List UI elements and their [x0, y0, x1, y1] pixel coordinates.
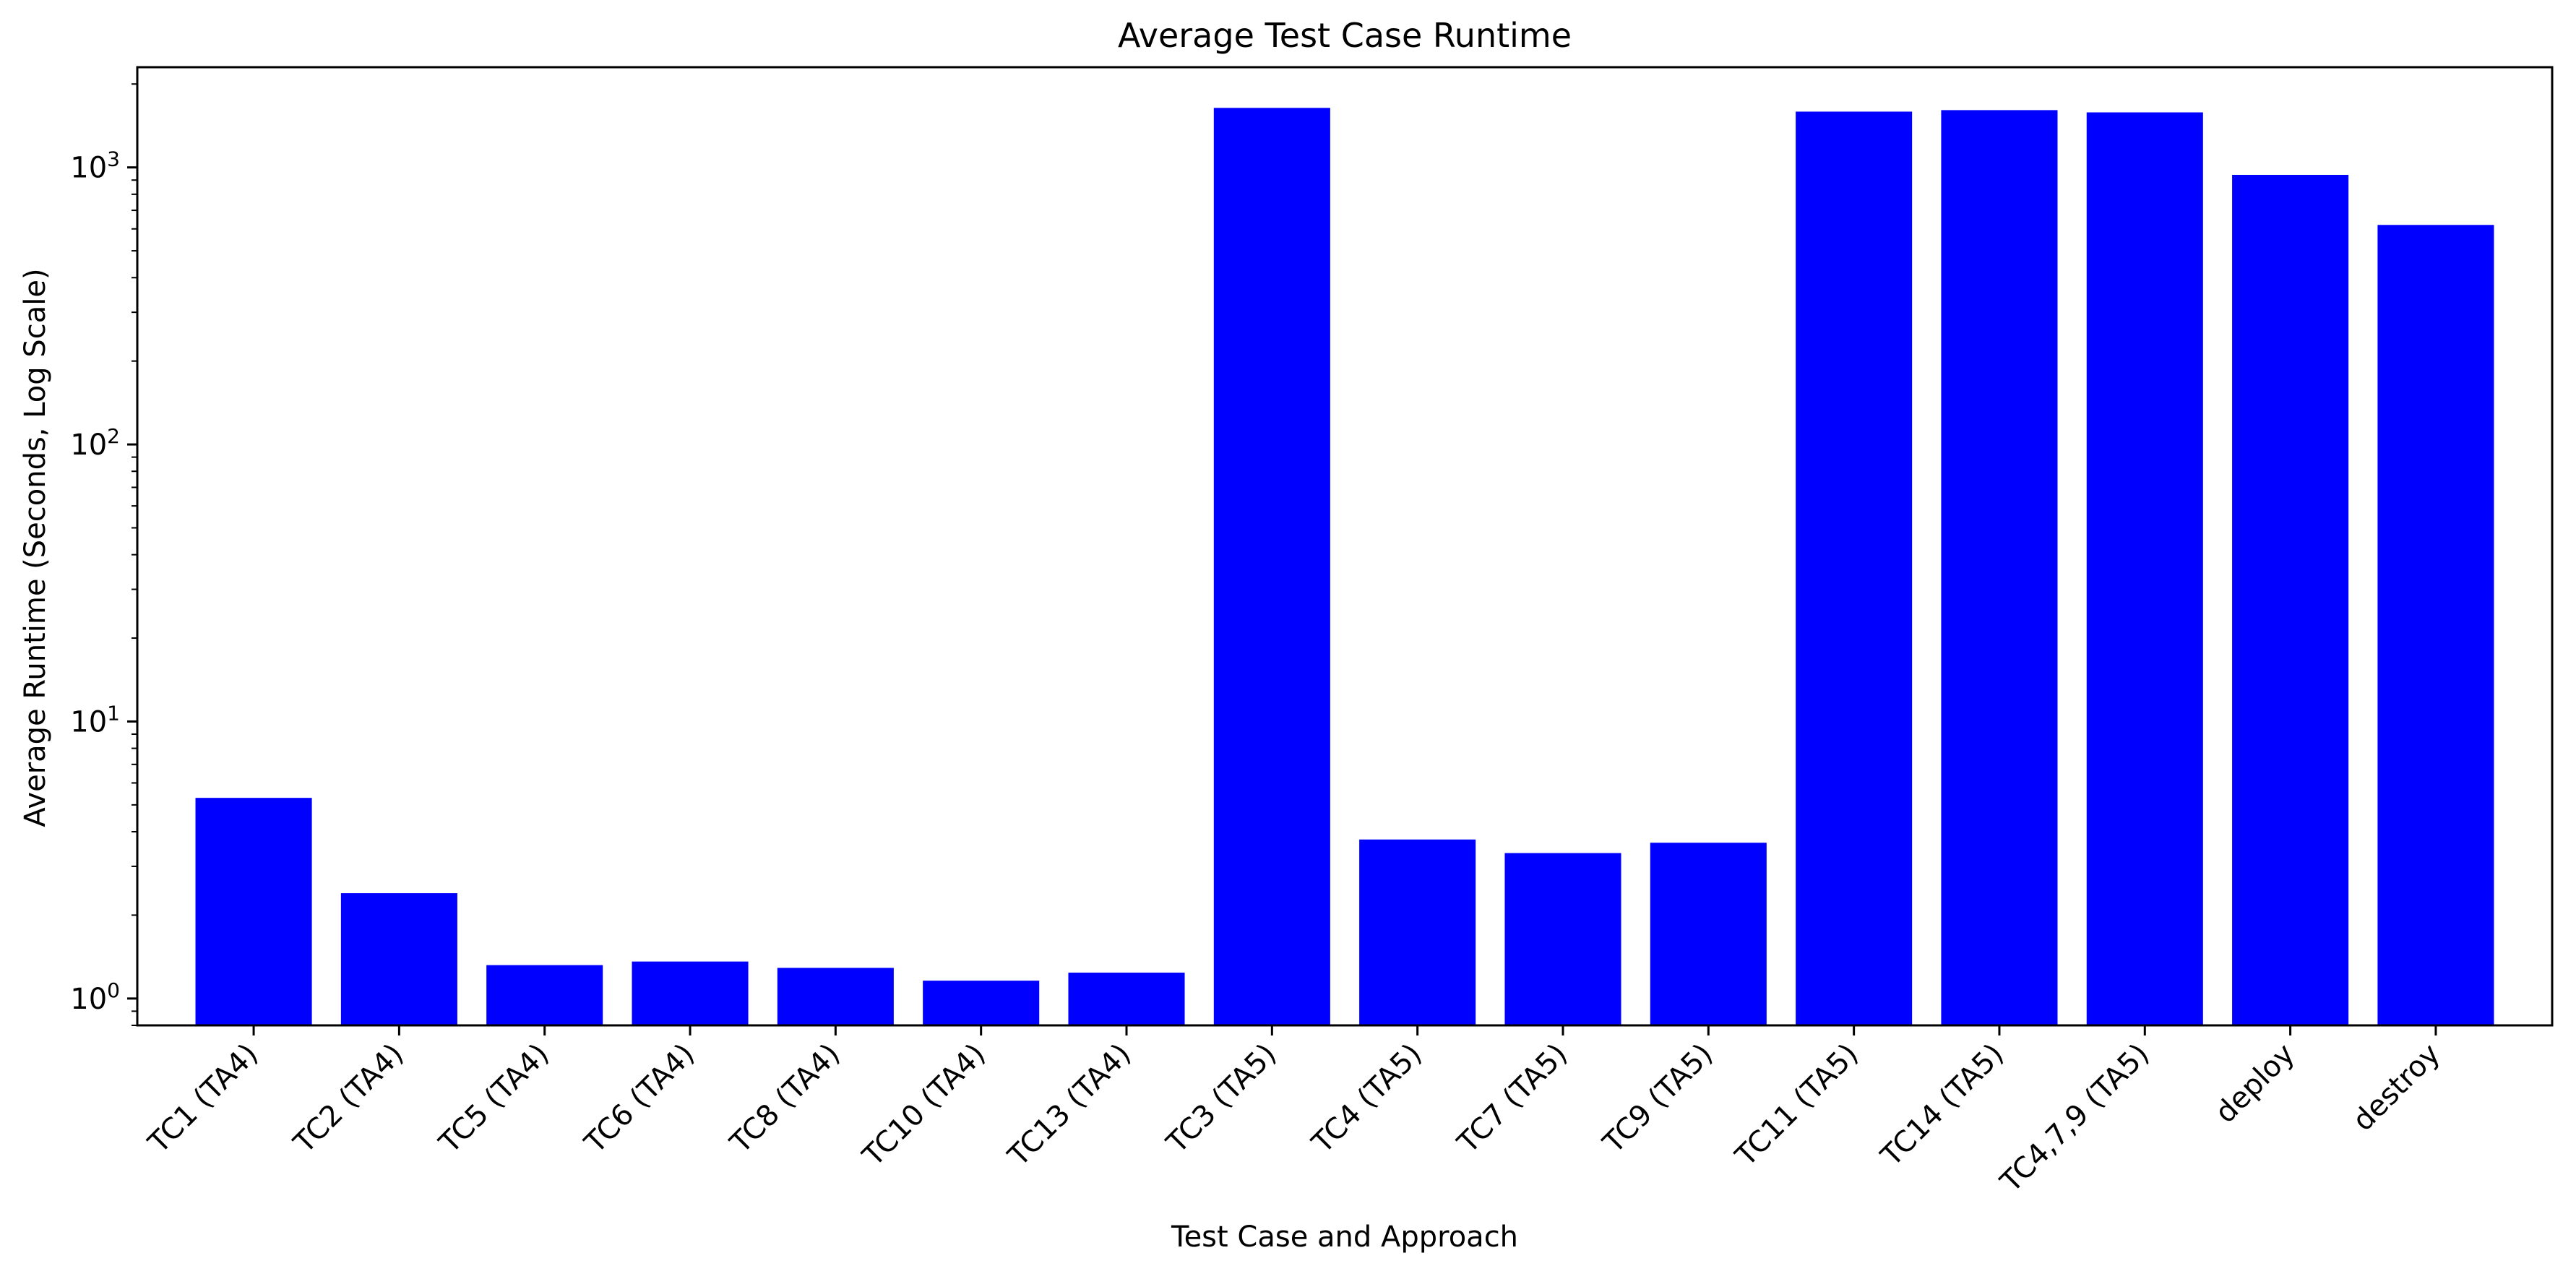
x-tick-label: TC10 (TA4) — [856, 1038, 992, 1174]
bar — [1650, 843, 1767, 1025]
x-tick-label: TC9 (TA5) — [1596, 1038, 1719, 1160]
bars-layer — [195, 108, 2494, 1026]
bar — [1941, 110, 2058, 1025]
bar — [1359, 839, 1476, 1025]
x-tick-label: TC1 (TA4) — [142, 1038, 264, 1160]
y-tick-label: 100 — [70, 978, 120, 1016]
bar — [632, 961, 749, 1025]
x-tick-label: TC13 (TA4) — [1001, 1038, 1137, 1174]
plot-area-frame — [136, 66, 2554, 1027]
x-tick-label: TC6 (TA4) — [578, 1038, 701, 1160]
x-tick-label: TC11 (TA5) — [1729, 1038, 1865, 1174]
bar — [1068, 973, 1185, 1025]
x-tick-label: TC4 (TA5) — [1306, 1038, 1429, 1160]
y-tick-label: 102 — [70, 424, 120, 462]
bar — [923, 981, 1040, 1025]
x-tick-label: TC5 (TA4) — [433, 1038, 556, 1160]
bar — [2377, 225, 2494, 1025]
bar — [1213, 108, 1330, 1025]
bar — [340, 893, 457, 1025]
bar — [1504, 853, 1621, 1025]
x-tick-label: TC3 (TA5) — [1160, 1038, 1283, 1160]
x-tick-label: deploy — [2209, 1038, 2301, 1130]
x-tick-label: TC7 (TA5) — [1451, 1038, 1574, 1160]
bar — [486, 965, 603, 1025]
x-tick-label: destroy — [2346, 1038, 2447, 1138]
y-axis-ticks: 100 101 102 103 — [70, 83, 137, 1026]
x-tick-label: TC14 (TA5) — [1874, 1038, 2010, 1174]
bar — [777, 968, 894, 1025]
x-tick-label: TC8 (TA4) — [723, 1038, 846, 1160]
y-tick-label: 103 — [70, 147, 120, 185]
x-axis-ticks: TC1 (TA4) TC2 (TA4) TC5 (TA4) TC6 (TA4) TC8 … — [142, 1025, 2447, 1200]
y-tick-label: 101 — [70, 701, 120, 738]
bar — [2086, 112, 2203, 1025]
x-tick-label: TC2 (TA4) — [287, 1038, 410, 1160]
x-tick-label: TC4,7,9 (TA5) — [1994, 1038, 2155, 1200]
bar — [2232, 174, 2349, 1026]
x-axis-label: Test Case and Approach — [1171, 1220, 1518, 1254]
bar — [1796, 111, 1913, 1026]
chart-title: Average Test Case Runtime — [1118, 16, 1572, 55]
bar — [195, 798, 312, 1025]
y-axis-label: Average Runtime (Seconds, Log Scale) — [19, 268, 52, 827]
